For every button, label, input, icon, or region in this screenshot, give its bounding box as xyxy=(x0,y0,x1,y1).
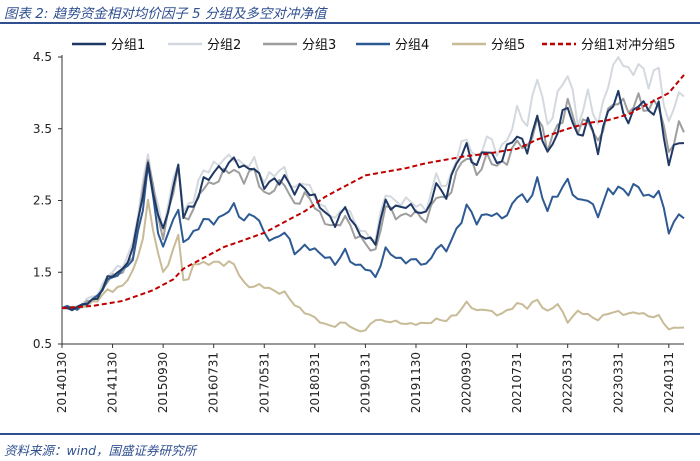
legend-label-6: 分组1对冲分组5 xyxy=(581,38,676,53)
x-tick-label: 20191130 xyxy=(409,352,423,413)
chart-axes xyxy=(61,55,684,345)
x-tick-label: 20230331 xyxy=(611,352,625,413)
x-tick-label: 20140130 xyxy=(55,352,69,413)
legend-label-3: 分组3 xyxy=(302,38,336,53)
legend-label-1: 分组1 xyxy=(111,38,145,53)
series-line-5 xyxy=(61,198,685,333)
y-tick-label: 1.5 xyxy=(33,265,52,279)
x-tick-label: 20170531 xyxy=(257,352,271,413)
x-axis-ticks: 20140130 20141130 20150930 20160731 20170531… xyxy=(55,344,676,413)
series-lines xyxy=(61,56,685,333)
y-tick-label: 4.5 xyxy=(33,50,52,64)
x-tick-label: 20150930 xyxy=(156,352,170,413)
x-tick-label: 20220531 xyxy=(561,352,575,413)
legend-label-2: 分组2 xyxy=(207,38,241,53)
legend: 分组1 分组2 分组3 分组4 分组5 分组1对冲分组5 xyxy=(72,38,676,53)
y-tick-label: 0.5 xyxy=(33,337,52,351)
title-rule xyxy=(0,22,700,24)
series-line-1 xyxy=(61,89,685,312)
x-tick-label: 20190131 xyxy=(358,352,372,413)
legend-label-4: 分组4 xyxy=(395,38,429,53)
x-tick-label: 20160731 xyxy=(207,352,221,413)
x-tick-label: 20180331 xyxy=(308,352,322,413)
x-tick-label: 20240131 xyxy=(662,352,676,413)
source-note: 资料来源：wind，国盛证券研究所 xyxy=(4,443,197,458)
y-axis-ticks: 0.5 1.5 2.5 3.5 4.5 xyxy=(33,50,62,351)
series-line-2 xyxy=(61,56,685,310)
figure-title: 图表 2: 趋势资金相对均价因子 5 分组及多空对冲净值 xyxy=(4,6,327,22)
x-tick-label: 20200930 xyxy=(460,352,474,413)
x-tick-label: 20210731 xyxy=(510,352,524,413)
bottom-rule xyxy=(0,433,700,435)
legend-label-5: 分组5 xyxy=(491,38,525,53)
x-tick-label: 20141130 xyxy=(106,352,120,413)
series-line-4 xyxy=(61,163,685,311)
series-line-3 xyxy=(61,92,685,312)
y-tick-label: 3.5 xyxy=(33,122,52,136)
series-line-6 xyxy=(61,74,685,310)
y-tick-label: 2.5 xyxy=(33,194,52,208)
